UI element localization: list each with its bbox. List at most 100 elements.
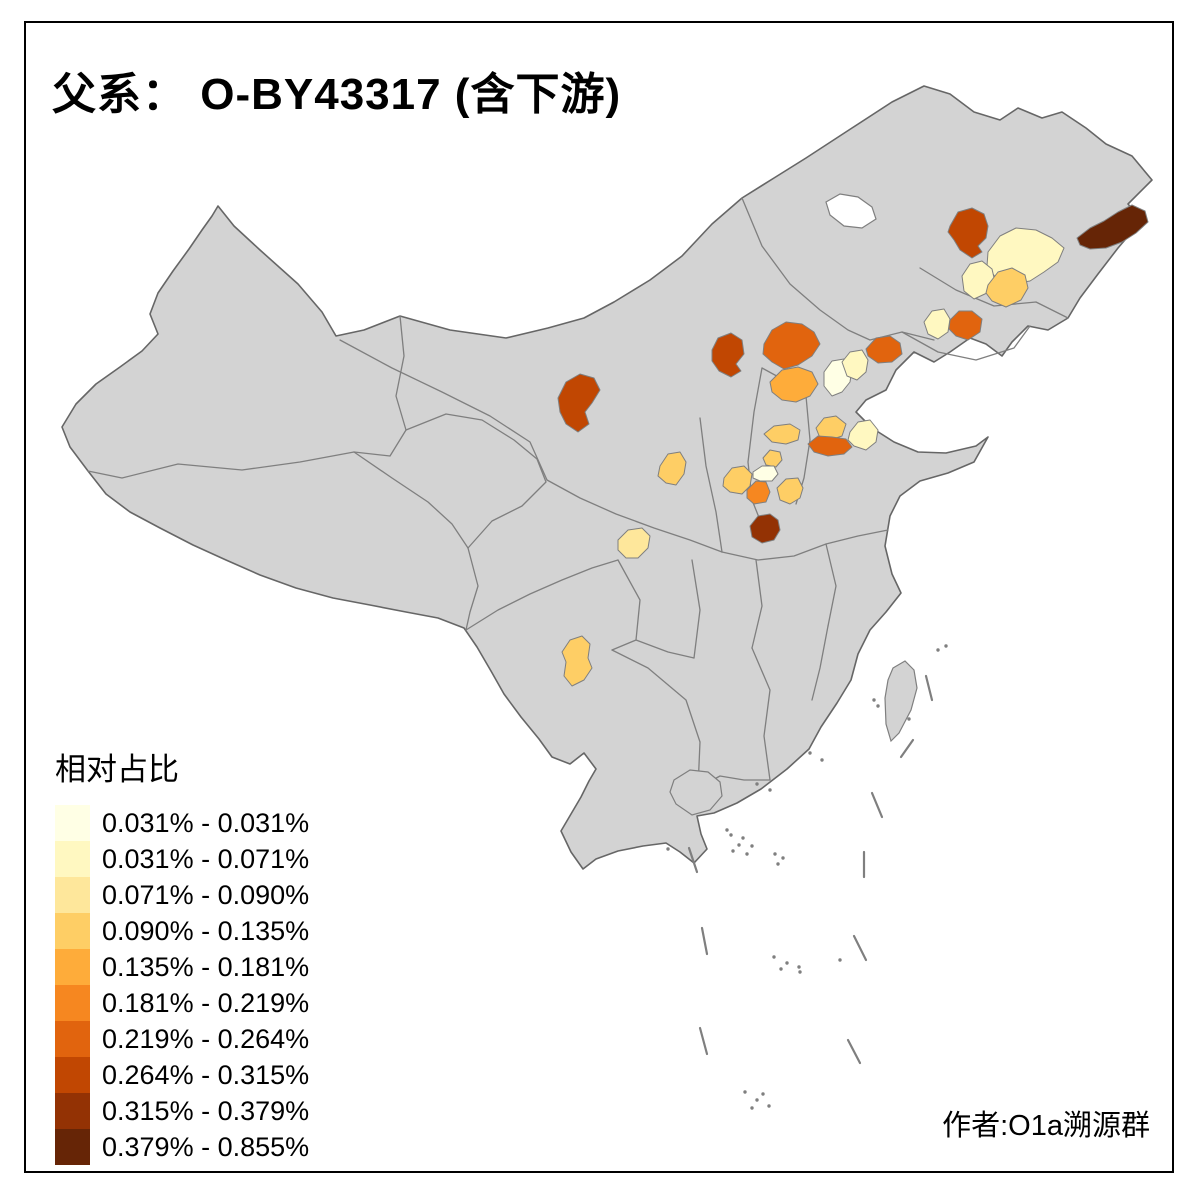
colored-region (763, 423, 801, 445)
province-border (635, 639, 695, 659)
legend-item: 0.031% - 0.071% (55, 841, 309, 877)
sea-islet-dot (820, 758, 824, 762)
colored-region (769, 366, 819, 403)
legend-swatch (55, 913, 90, 949)
sea-islet-dot (750, 1106, 754, 1110)
colored-region (847, 419, 879, 451)
legend-item: 0.135% - 0.181% (55, 949, 309, 985)
colored-region (617, 527, 651, 559)
colored-region (561, 635, 593, 687)
colored-region (752, 465, 779, 482)
sea-dash-line (687, 846, 699, 874)
sea-islet-dot (779, 967, 783, 971)
legend-label: 0.379% - 0.855% (102, 1131, 310, 1162)
sea-islet-dot (767, 1104, 771, 1108)
province-border (751, 647, 771, 781)
legend-item: 0.071% - 0.090% (55, 877, 309, 913)
legend-item: 0.031% - 0.031% (55, 805, 309, 841)
colored-region (557, 373, 601, 433)
province-border (611, 559, 641, 651)
sea-islet-dot (907, 717, 911, 721)
colored-region (762, 321, 821, 370)
province-border (751, 559, 763, 649)
legend-item: 0.315% - 0.379% (55, 1093, 309, 1129)
legend-title: 相对占比 (55, 752, 179, 787)
province-border (747, 367, 763, 521)
legend-swatch (55, 877, 90, 913)
sea-islet-dot (944, 644, 948, 648)
province-border (691, 559, 701, 659)
colored-region (865, 335, 903, 364)
sea-islet-dot (768, 788, 772, 792)
sea-islet-dot (755, 782, 759, 786)
province-border (811, 625, 829, 701)
legend-swatch (55, 985, 90, 1021)
author-credit: 作者:O1a溯源群 (942, 1110, 1150, 1142)
sea-islet-dot (761, 1092, 765, 1096)
colored-region (985, 267, 1029, 308)
colored-region (947, 207, 989, 259)
hulun-lake (825, 193, 877, 229)
province-border (741, 197, 935, 341)
colored-region (762, 449, 783, 468)
colored-region (1076, 204, 1149, 250)
sea-dash-line (899, 738, 915, 759)
sea-dash-line (852, 934, 868, 962)
sea-islet-dot (838, 958, 842, 962)
sea-islet-dot (729, 833, 733, 837)
sea-islet-dot (725, 828, 729, 832)
sea-dash-line (846, 1038, 862, 1065)
page-title: 父系： O-BY43317 (含下游) (52, 70, 622, 119)
legend-label: 0.315% - 0.379% (102, 1095, 310, 1126)
legend-swatch (55, 1021, 90, 1057)
china-outline (61, 85, 1153, 870)
legend-label: 0.264% - 0.315% (102, 1059, 310, 1090)
colored-region (807, 435, 853, 457)
colored-region (841, 349, 869, 381)
sea-dash-line (924, 674, 934, 702)
legend-swatch (55, 1057, 90, 1093)
legend-label: 0.031% - 0.071% (102, 843, 310, 874)
sea-islet-dot (755, 1098, 759, 1102)
sea-dash-line (700, 926, 709, 956)
sea-islet-dot (743, 1090, 747, 1094)
province-border (611, 649, 701, 789)
province-border (825, 543, 837, 627)
legend-swatch (55, 805, 90, 841)
colored-region (948, 310, 983, 341)
province-border (353, 315, 407, 457)
colored-region (657, 451, 687, 486)
sea-islet-dot (741, 836, 745, 840)
sea-islet-dot (666, 847, 670, 851)
sea-islet-dot (745, 852, 749, 856)
sea-islet-dot (876, 704, 880, 708)
colored-region (746, 480, 771, 505)
sea-islet-dot (785, 961, 789, 965)
sea-islet-dot (872, 698, 876, 702)
legend-items: 0.031% - 0.031% 0.031% - 0.071% 0.071% - 0… (55, 805, 309, 1165)
province-border (339, 339, 548, 481)
colored-region (711, 332, 745, 378)
colored-region (722, 465, 753, 495)
sea-islet-dot (808, 751, 812, 755)
sea-islet-dot (737, 843, 741, 847)
sea-dash-line (698, 1026, 709, 1056)
legend-label: 0.031% - 0.031% (102, 807, 310, 838)
legend-label: 0.135% - 0.181% (102, 951, 310, 982)
colored-region (776, 477, 804, 505)
legend-item: 0.379% - 0.855% (55, 1129, 309, 1165)
sea-islet-dot (797, 965, 801, 969)
legend-item: 0.181% - 0.219% (55, 985, 309, 1021)
sea-dash-line (870, 791, 884, 819)
legend: 相对占比 0.031% - 0.031% 0.031% - 0.071% 0.071… (55, 744, 309, 1165)
colored-region (749, 513, 781, 544)
legend-item: 0.264% - 0.315% (55, 1057, 309, 1093)
sea-islet-dot (731, 849, 735, 853)
province-border (87, 451, 355, 479)
legend-swatch (55, 949, 90, 985)
sea-islet-dot (772, 955, 776, 959)
province-border (919, 267, 1069, 319)
legend-label: 0.071% - 0.090% (102, 879, 310, 910)
province-border (353, 451, 469, 549)
